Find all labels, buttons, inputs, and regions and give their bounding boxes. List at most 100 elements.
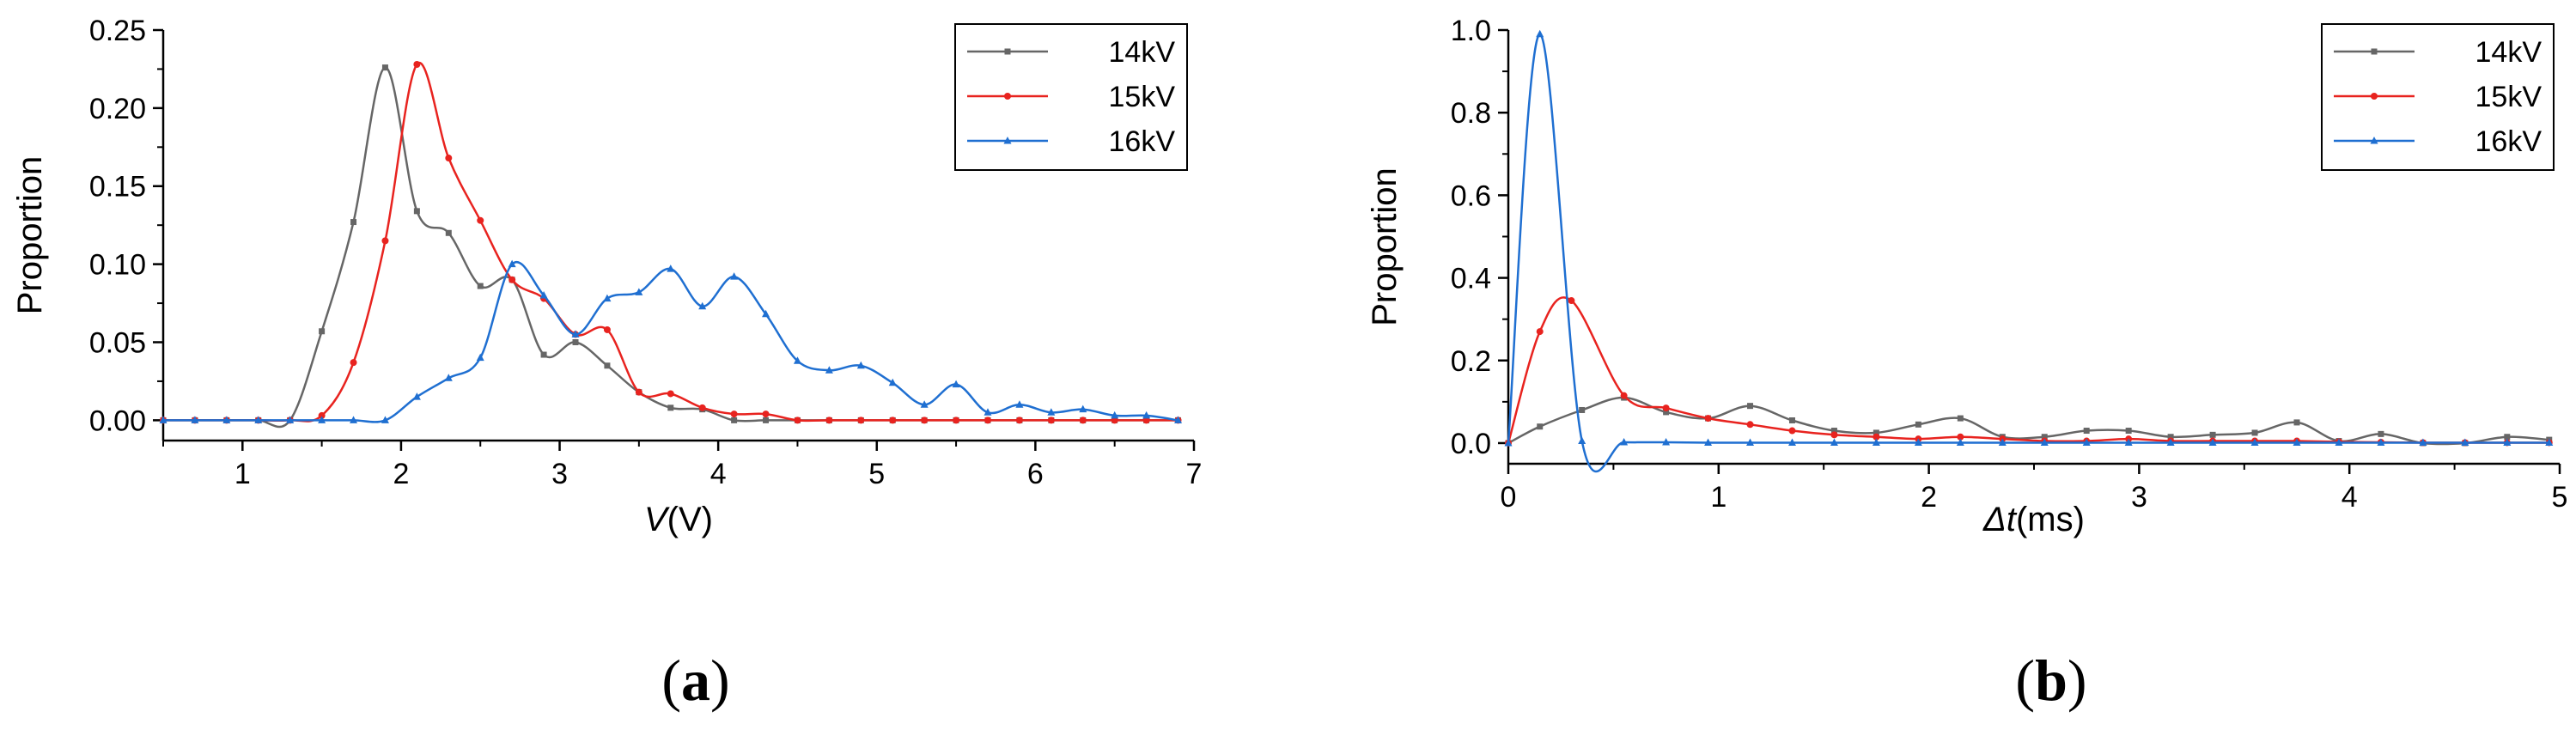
data-point-16kV: [412, 392, 421, 400]
y-tick-label: 0.8: [1451, 97, 1491, 130]
data-point-15kV: [1047, 417, 1055, 424]
legend-marker-16kV: [2370, 137, 2378, 144]
series-line-16kV: [163, 260, 1178, 423]
data-point-16kV: [476, 353, 484, 362]
data-point-16kV: [952, 380, 960, 388]
data-point-16kV: [984, 408, 992, 416]
legend-marker-16kV: [1003, 137, 1012, 144]
data-point-16kV: [698, 301, 707, 310]
legend-label-16kV: 16kV: [1109, 125, 1176, 158]
y-tick-label: 0.20: [89, 93, 146, 125]
y-tick-label: 0.25: [89, 15, 146, 47]
data-point-14kV: [2125, 428, 2132, 435]
x-tick-label: 0: [1501, 481, 1517, 514]
data-point-14kV: [2209, 431, 2216, 438]
data-point-16kV: [1704, 438, 1713, 446]
data-point-16kV: [856, 361, 865, 369]
series-14kV: [1505, 394, 2553, 447]
legend-marker-15kV: [2371, 93, 2378, 100]
data-point-15kV: [509, 276, 516, 283]
data-point-16kV: [254, 416, 263, 423]
data-point-16kV: [2250, 438, 2259, 446]
x-axis-title: Δt(ms): [1982, 501, 2085, 538]
data-point-16kV: [2377, 438, 2385, 446]
chart-panel-a: 0.00 0.05 0.10 0.15 0.20 0.25 1 2 3 4 5 6 7 Proportio…: [11, 15, 1202, 713]
data-point-14kV: [445, 229, 452, 236]
data-point-16kV: [825, 366, 833, 374]
y-tick-label: 0.10: [89, 249, 146, 282]
data-point-15kV: [1830, 431, 1838, 439]
data-point-14kV: [1830, 428, 1837, 435]
legend-marker-14kV: [2371, 48, 2378, 55]
data-point-16kV: [1787, 438, 1796, 446]
data-point-15kV: [381, 237, 389, 245]
x-tick-label: 4: [710, 458, 727, 490]
data-point-15kV: [413, 60, 421, 68]
data-point-16kV: [888, 378, 897, 386]
data-point-14kV: [731, 417, 738, 423]
data-point-14kV: [350, 219, 357, 226]
data-point-16kV: [1998, 438, 2007, 446]
legend-marker-14kV: [1004, 48, 1011, 55]
data-point-16kV: [2124, 438, 2133, 446]
data-point-16kV: [381, 416, 389, 423]
data-point-16kV: [603, 294, 612, 302]
data-point-16kV: [1015, 400, 1024, 408]
data-point-16kV: [286, 416, 295, 423]
x-axis-variable: Δt: [1982, 501, 2018, 538]
y-axis-title: Proportion: [1366, 167, 1404, 326]
data-point-14kV: [2251, 429, 2258, 436]
x-axis-variable: V: [644, 501, 670, 538]
data-point-16kV: [1578, 436, 1586, 445]
data-point-16kV: [508, 259, 516, 268]
data-point-14kV: [540, 351, 547, 358]
data-point-16kV: [1872, 438, 1880, 446]
data-point-16kV: [2208, 438, 2217, 446]
data-point-14kV: [1873, 429, 1879, 436]
panel-label: (b): [2015, 648, 2086, 713]
x-tick-label: 2: [393, 458, 409, 490]
data-point-15kV: [1568, 297, 1575, 305]
data-point-16kV: [2419, 438, 2427, 446]
x-tick-label: 5: [2552, 481, 2568, 514]
data-point-15kV: [889, 417, 897, 424]
legend-marker-15kV: [1004, 93, 1011, 100]
data-point-16kV: [191, 416, 199, 423]
data-point-16kV: [318, 416, 326, 423]
legend: 14kV 15kV 16kV: [954, 23, 1188, 171]
legend-label-14kV: 14kV: [2476, 36, 2543, 69]
data-point-15kV: [635, 388, 642, 396]
y-tick-label: 0.2: [1451, 345, 1491, 378]
data-point-16kV: [1142, 410, 1151, 419]
data-point-16kV: [1111, 410, 1119, 419]
data-point-16kV: [1536, 29, 1544, 38]
y-tick-label: 1.0: [1451, 15, 1491, 47]
data-point-15kV: [825, 417, 833, 424]
data-point-16kV: [762, 309, 770, 318]
data-point-16kV: [1830, 438, 1838, 446]
data-point-14kV: [2167, 434, 2174, 441]
data-point-14kV: [319, 328, 326, 335]
data-point-16kV: [920, 400, 929, 408]
x-tick-label: 7: [1186, 458, 1203, 490]
series-line-16kV: [1507, 33, 2549, 473]
x-axis-unit: (V): [667, 501, 713, 538]
panel-label: (a): [661, 648, 729, 713]
series-15kV: [1505, 296, 2553, 447]
data-point-16kV: [539, 290, 548, 299]
legend-label-14kV: 14kV: [1109, 36, 1176, 69]
data-point-14kV: [2378, 430, 2384, 437]
y-tick-label: 0.6: [1451, 179, 1491, 212]
data-point-14kV: [572, 338, 579, 345]
data-point-16kV: [1620, 437, 1629, 446]
data-point-16kV: [2040, 438, 2049, 446]
data-point-15kV: [953, 417, 960, 424]
data-point-16kV: [2082, 438, 2091, 446]
data-point-15kV: [698, 404, 706, 411]
x-axis-title: V(V): [644, 501, 713, 538]
y-tick-label: 0.4: [1451, 263, 1491, 295]
data-point-15kV: [350, 359, 357, 367]
data-point-16kV: [2545, 438, 2554, 446]
data-point-16kV: [1914, 438, 1922, 446]
